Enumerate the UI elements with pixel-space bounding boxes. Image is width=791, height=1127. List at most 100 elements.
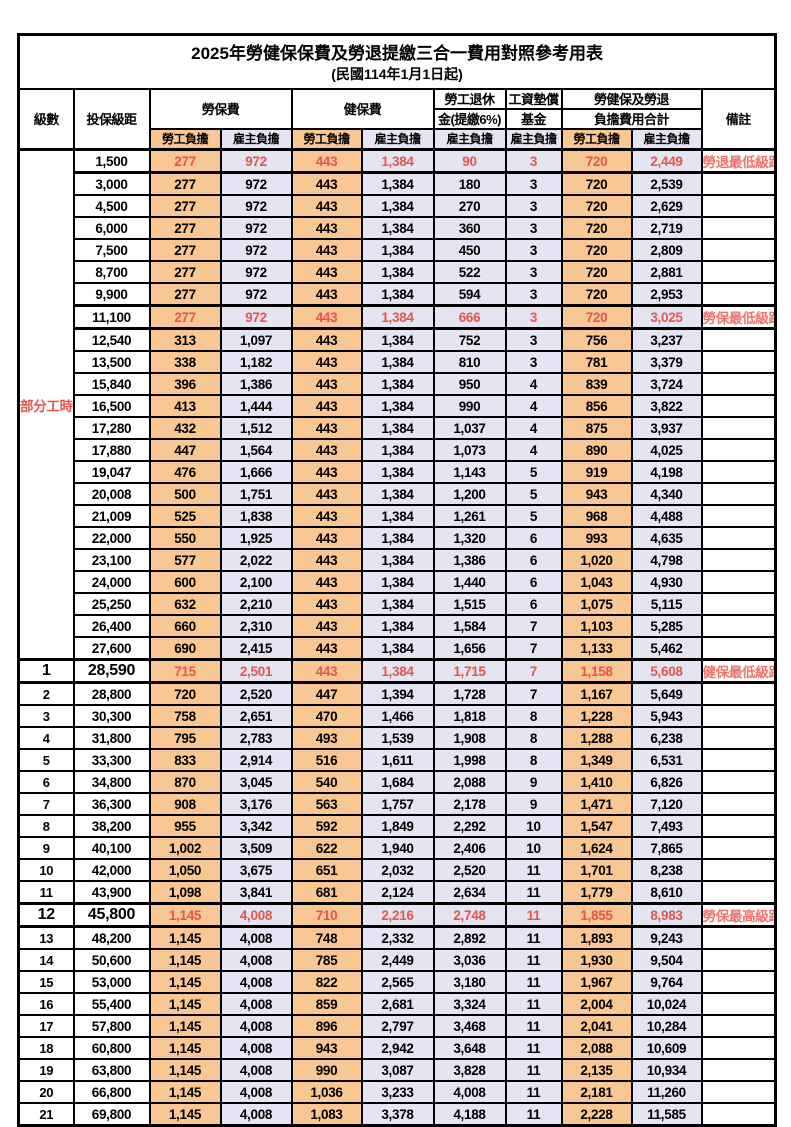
page-subtitle: (民國114年1月1日起) [331, 66, 463, 83]
cell-remark [700, 504, 777, 528]
cell-health-employee: 443 [290, 148, 363, 174]
cell-bracket: 23,100 [72, 548, 151, 572]
cell-level: 3 [17, 704, 75, 728]
row-group-label: 部分工時 [17, 148, 75, 661]
cell-health-employee: 443 [290, 194, 363, 218]
cell-labor-employee: 277 [148, 194, 222, 218]
cell-labor-employee: 720 [148, 681, 222, 706]
table-row: 13,500 338 1,182 443 1,384 810 3 781 3,379 [19, 350, 777, 374]
cell-labor-employer: 4,008 [219, 902, 293, 928]
subheader-health-employer: 雇主負擔 [360, 128, 435, 151]
cell-labor-employer: 4,008 [219, 970, 293, 994]
cell-health-employer: 1,384 [360, 216, 435, 240]
table-row: 21,009 525 1,838 443 1,384 1,261 5 968 4,488 [19, 504, 777, 528]
cell-total-employer: 3,822 [630, 394, 703, 418]
cell-health-employer: 1,384 [360, 282, 435, 307]
cell-labor-employee: 1,145 [148, 1036, 222, 1060]
cell-total-employee: 890 [560, 438, 633, 462]
cell-health-employee: 443 [290, 372, 363, 396]
cell-labor-employer: 972 [219, 148, 293, 174]
cell-level: 1 [17, 658, 75, 684]
cell-bracket: 30,300 [72, 704, 151, 728]
cell-total-employee: 943 [560, 482, 633, 506]
cell-remark [700, 970, 777, 994]
cell-level: 9 [17, 836, 75, 860]
cell-total-employer: 2,953 [630, 282, 703, 307]
cell-remark [700, 394, 777, 418]
cell-health-employee: 622 [290, 836, 363, 860]
subheader-wagefund-employer: 雇主負擔 [504, 128, 563, 151]
cell-pension-employer: 810 [432, 350, 507, 374]
cell-health-employee: 443 [290, 438, 363, 462]
cell-labor-employee: 550 [148, 526, 222, 550]
cell-total-employee: 1,967 [560, 970, 633, 994]
cell-total-employee: 993 [560, 526, 633, 550]
cell-total-employee: 1,043 [560, 570, 633, 594]
cell-total-employer: 8,610 [630, 880, 703, 905]
cell-bracket: 26,400 [72, 614, 151, 638]
cell-health-employer: 1,384 [360, 350, 435, 374]
cell-total-employer: 4,198 [630, 460, 703, 484]
cell-health-employee: 990 [290, 1058, 363, 1082]
cell-pension-employer: 90 [432, 148, 507, 174]
cell-level: 2 [17, 681, 75, 706]
cell-total-employer: 8,983 [630, 902, 703, 928]
cell-total-employer: 9,764 [630, 970, 703, 994]
cell-health-employee: 1,036 [290, 1080, 363, 1104]
cell-level: 6 [17, 770, 75, 794]
cell-total-employee: 781 [560, 350, 633, 374]
cell-pension-employer: 1,584 [432, 614, 507, 638]
table-row: 17,880 447 1,564 443 1,384 1,073 4 890 4,025 [19, 438, 777, 462]
cell-total-employee: 2,088 [560, 1036, 633, 1060]
cell-pension-employer: 2,088 [432, 770, 507, 794]
cell-remark [700, 526, 777, 550]
cell-total-employee: 720 [560, 216, 633, 240]
subheader-pension-employer: 雇主負擔 [432, 128, 507, 151]
cell-health-employee: 443 [290, 216, 363, 240]
cell-labor-employer: 972 [219, 216, 293, 240]
cell-health-employer: 1,384 [360, 548, 435, 572]
cell-pension-employer: 2,748 [432, 902, 507, 928]
cell-total-employee: 839 [560, 372, 633, 396]
cell-labor-employee: 715 [148, 658, 222, 684]
cell-health-employee: 443 [290, 482, 363, 506]
cell-labor-employer: 2,210 [219, 592, 293, 616]
cell-wagefund-employer: 4 [504, 394, 563, 418]
cell-total-employer: 5,943 [630, 704, 703, 728]
cell-remark [700, 171, 777, 196]
cell-bracket: 16,500 [72, 394, 151, 418]
cell-bracket: 13,500 [72, 350, 151, 374]
cell-labor-employer: 972 [219, 260, 293, 284]
cell-labor-employee: 277 [148, 171, 222, 196]
cell-pension-employer: 360 [432, 216, 507, 240]
cell-total-employer: 6,531 [630, 748, 703, 772]
cell-total-employer: 7,493 [630, 814, 703, 838]
cell-wagefund-employer: 7 [504, 681, 563, 706]
cell-wagefund-employer: 4 [504, 438, 563, 462]
cell-pension-employer: 752 [432, 327, 507, 352]
cell-health-employee: 443 [290, 504, 363, 528]
cell-pension-employer: 1,728 [432, 681, 507, 706]
cell-bracket: 34,800 [72, 770, 151, 794]
cell-labor-employer: 2,651 [219, 704, 293, 728]
table-row: 4,500 277 972 443 1,384 270 3 720 2,629 [19, 194, 777, 218]
cell-remark [700, 770, 777, 794]
cell-health-employee: 443 [290, 526, 363, 550]
cell-remark [700, 636, 777, 661]
cell-health-employee: 443 [290, 282, 363, 307]
cell-labor-employer: 2,914 [219, 748, 293, 772]
cell-total-employer: 5,649 [630, 681, 703, 706]
cell-health-employer: 1,384 [360, 460, 435, 484]
cell-wagefund-employer: 3 [504, 148, 563, 174]
cell-labor-employer: 1,666 [219, 460, 293, 484]
header-health-insurance: 健保費 [290, 88, 435, 130]
cell-health-employer: 2,216 [360, 902, 435, 928]
table-row: 22,000 550 1,925 443 1,384 1,320 6 993 4,635 [19, 526, 777, 550]
cell-pension-employer: 1,515 [432, 592, 507, 616]
cell-bracket: 12,540 [72, 327, 151, 352]
cell-level: 20 [17, 1080, 75, 1104]
cell-total-employer: 5,115 [630, 592, 703, 616]
header-remark: 備註 [700, 88, 777, 151]
cell-bracket: 55,400 [72, 992, 151, 1016]
cell-bracket: 27,600 [72, 636, 151, 661]
